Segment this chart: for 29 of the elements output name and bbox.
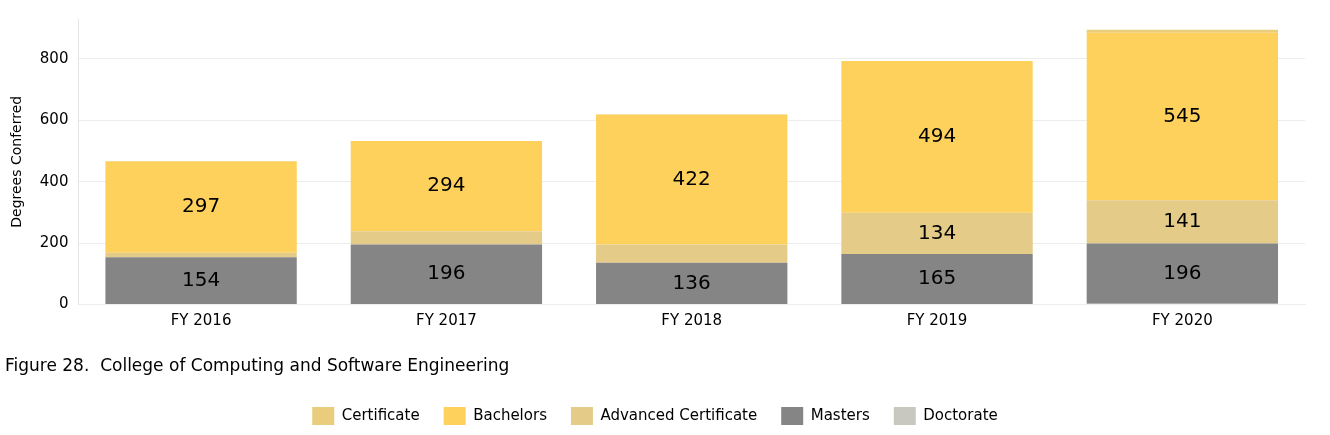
data-label: 141 xyxy=(1163,208,1202,233)
data-label: 196 xyxy=(427,260,466,285)
y-tick-label: 800 xyxy=(39,48,69,67)
y-tick-label: 600 xyxy=(39,110,69,129)
legend-label: Doctorate xyxy=(923,405,998,424)
data-label: 154 xyxy=(181,266,221,291)
text: Figure 28. College of Computing and Software Engineering xyxy=(5,355,510,376)
data-label: 297 xyxy=(181,193,221,218)
y-tick-label: 0 xyxy=(58,294,69,313)
legend-label: Masters xyxy=(810,405,870,424)
y-axis-title: Degrees Conferred xyxy=(8,95,25,228)
x-tick-label: FY 2017 xyxy=(416,311,477,330)
y-tick-label: 200 xyxy=(39,233,69,252)
x-tick-label: FY 2019 xyxy=(906,311,968,330)
x-tick-label: FY 2018 xyxy=(661,311,723,330)
data-label: 545 xyxy=(1163,102,1202,127)
data-label: 165 xyxy=(917,265,957,290)
data-label: 294 xyxy=(427,172,466,197)
legend-label: Advanced Certificate xyxy=(600,405,758,424)
data-label: 136 xyxy=(672,269,711,294)
x-tick-label: FY 2020 xyxy=(1151,311,1213,330)
x-tick-label: FY 2016 xyxy=(170,311,232,330)
data-label: 494 xyxy=(917,123,957,148)
y-tick-label: 400 xyxy=(39,171,69,190)
data-label: 134 xyxy=(917,219,957,244)
legend-label: Certificate xyxy=(341,405,420,424)
data-label: 196 xyxy=(1163,259,1202,284)
legend-label: Bachelors xyxy=(473,405,548,424)
data-label: 422 xyxy=(672,165,711,190)
